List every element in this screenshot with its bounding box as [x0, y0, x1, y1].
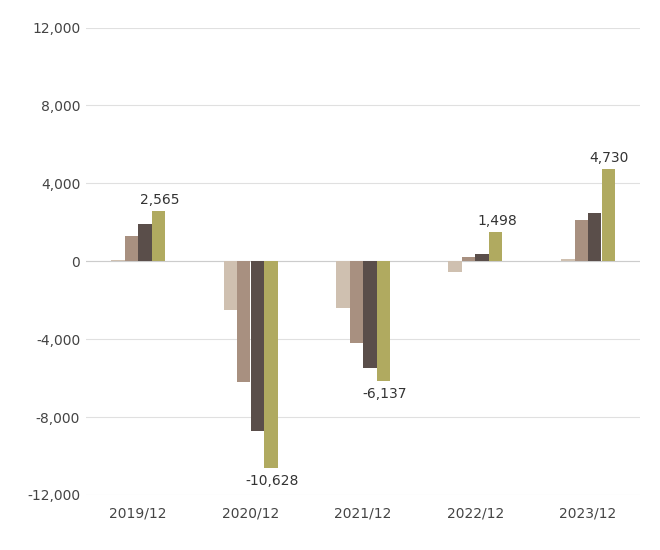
Bar	[475, 255, 489, 261]
Bar	[138, 224, 152, 261]
Bar	[376, 261, 390, 381]
Bar	[336, 261, 350, 308]
Bar	[574, 221, 588, 261]
Bar	[264, 261, 277, 468]
Text: -10,628: -10,628	[245, 474, 298, 488]
Bar	[152, 211, 165, 261]
Text: 1,498: 1,498	[477, 214, 517, 228]
Text: 2,565: 2,565	[140, 194, 179, 207]
Bar	[350, 261, 363, 343]
Text: -6,137: -6,137	[362, 387, 407, 400]
Bar	[251, 261, 264, 431]
Bar	[363, 261, 376, 368]
Text: 4,730: 4,730	[589, 151, 629, 165]
Bar	[489, 232, 502, 261]
Bar	[601, 169, 615, 261]
Bar	[125, 236, 138, 261]
Bar	[224, 261, 237, 310]
Bar	[462, 257, 475, 261]
Bar	[588, 212, 601, 261]
Bar	[449, 261, 462, 272]
Bar	[237, 261, 251, 382]
Bar	[111, 260, 125, 261]
Bar	[561, 259, 574, 261]
